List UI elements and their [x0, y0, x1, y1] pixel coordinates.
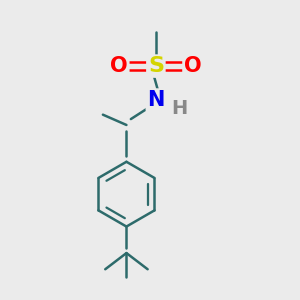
Text: N: N: [147, 90, 165, 110]
Text: S: S: [148, 56, 164, 76]
Text: H: H: [171, 99, 188, 118]
Text: O: O: [110, 56, 128, 76]
Text: O: O: [184, 56, 202, 76]
